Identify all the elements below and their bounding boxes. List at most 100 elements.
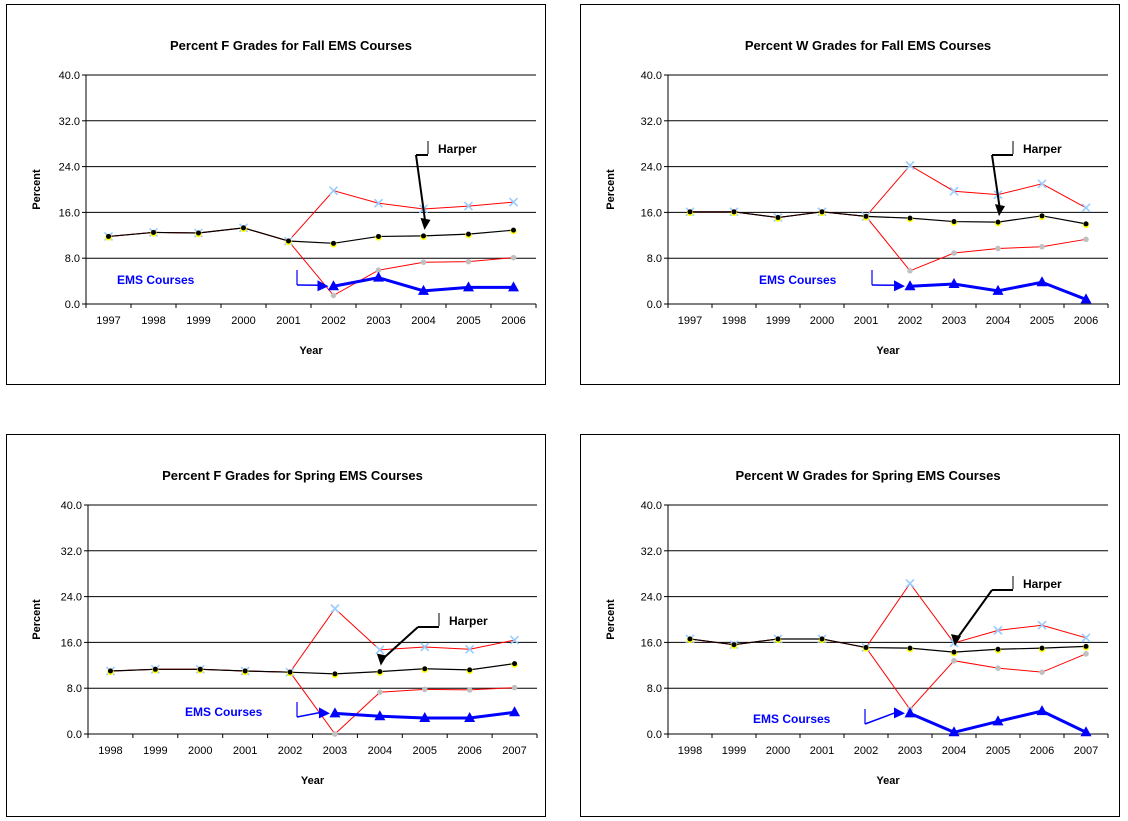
chart-panel-fall-w: Percent W Grades for Fall EMS Courses 0.0… xyxy=(580,4,1120,385)
annotation-label-ems: EMS Courses xyxy=(753,712,831,726)
x-tick-label: 2001 xyxy=(276,315,300,327)
point-harper xyxy=(907,215,913,221)
point-harper xyxy=(951,649,957,655)
point-ems xyxy=(508,281,519,292)
point-lower xyxy=(951,250,957,256)
point-upper xyxy=(508,197,519,207)
point-ems xyxy=(328,280,339,291)
annotation-label-harper: Harper xyxy=(1023,577,1062,591)
point-harper xyxy=(241,225,246,231)
point-harper xyxy=(819,209,825,215)
annotation-label-ems: EMS Courses xyxy=(117,273,195,287)
y-tick-label: 24.0 xyxy=(61,592,82,604)
y-tick-label: 16.0 xyxy=(61,637,82,649)
annotation-label-harper: Harper xyxy=(449,614,488,628)
point-lower xyxy=(951,657,957,664)
point-lower xyxy=(510,254,517,261)
point-harper xyxy=(466,231,471,237)
harper-arrow-head xyxy=(951,634,961,647)
y-tick-label: 40.0 xyxy=(59,70,80,82)
point-ems xyxy=(419,711,431,722)
y-tick-label: 8.0 xyxy=(647,253,662,265)
series-line-lower xyxy=(110,668,515,735)
ems-arrow-head xyxy=(318,707,330,719)
point-upper xyxy=(993,625,1003,635)
point-upper xyxy=(949,186,959,196)
point-lower xyxy=(995,665,1001,671)
point-upper xyxy=(509,635,520,645)
point-upper xyxy=(463,201,474,211)
y-tick-label: 8.0 xyxy=(65,253,80,265)
y-tick-label: 32.0 xyxy=(59,116,80,128)
point-harper xyxy=(1039,213,1045,219)
y-tick-label: 0.0 xyxy=(647,729,662,741)
x-tick-label: 1999 xyxy=(766,315,790,327)
point-lower xyxy=(465,258,472,265)
x-tick-label: 2005 xyxy=(413,745,437,757)
chart-panel-fall-f: Percent F Grades for Fall EMS Courses 0.0… xyxy=(6,4,546,385)
x-axis-title: Year xyxy=(876,775,900,787)
harper-arrow-shaft xyxy=(381,626,419,661)
point-lower xyxy=(421,686,428,693)
y-tick-label: 24.0 xyxy=(641,592,662,604)
point-harper xyxy=(775,636,781,642)
point-lower xyxy=(375,267,382,274)
point-harper xyxy=(512,661,518,667)
point-ems xyxy=(463,281,474,292)
point-harper xyxy=(863,213,869,219)
annotation-label-ems: EMS Courses xyxy=(185,705,263,719)
point-lower xyxy=(1083,651,1089,657)
point-upper xyxy=(905,160,915,171)
harper-arrow-shaft xyxy=(415,154,427,225)
y-tick-label: 32.0 xyxy=(641,546,662,558)
chart-panel-spring-f: Percent F Grades for Spring EMS Courses 0… xyxy=(6,434,546,817)
point-lower xyxy=(1083,236,1089,243)
point-ems xyxy=(464,711,476,722)
annotation-label-harper: Harper xyxy=(438,142,477,156)
x-tick-label: 2007 xyxy=(502,745,526,757)
y-tick-label: 32.0 xyxy=(61,546,82,558)
y-tick-label: 32.0 xyxy=(641,116,662,128)
chart-svg-fall-f: Percent F Grades for Fall EMS Courses 0.0… xyxy=(31,38,537,357)
point-lower xyxy=(466,687,473,693)
point-harper xyxy=(1039,645,1045,651)
x-tick-label: 2000 xyxy=(766,745,790,757)
x-tick-label: 1999 xyxy=(186,315,210,327)
point-harper xyxy=(731,642,737,648)
ems-arrow-head xyxy=(317,280,329,292)
x-tick-label: 2004 xyxy=(368,745,392,757)
point-harper xyxy=(106,233,111,239)
point-harper xyxy=(331,240,336,246)
x-tick-label: 1998 xyxy=(678,745,702,757)
point-lower xyxy=(377,689,383,696)
point-harper xyxy=(951,219,957,225)
x-tick-label: 2006 xyxy=(501,315,525,327)
y-tick-label: 24.0 xyxy=(59,162,80,174)
x-tick-label: 2001 xyxy=(233,745,257,757)
point-harper xyxy=(332,671,338,677)
point-ems xyxy=(1036,276,1048,287)
x-tick-label: 1999 xyxy=(722,745,746,757)
chart-svg-fall-w: Percent W Grades for Fall EMS Courses 0.0… xyxy=(605,38,1109,357)
point-upper xyxy=(1037,620,1047,630)
series-line-lower xyxy=(689,638,1087,711)
x-tick-label: 2002 xyxy=(278,745,302,757)
ems-arrow-head xyxy=(894,280,905,292)
harper-arrow-head xyxy=(420,217,431,230)
series-line-upper xyxy=(690,164,1087,219)
ems-arrow-shaft xyxy=(296,711,322,718)
point-lower xyxy=(420,259,427,266)
point-ems xyxy=(418,284,429,295)
x-tick-label: 2000 xyxy=(188,745,212,757)
point-harper xyxy=(107,668,113,674)
point-harper xyxy=(151,229,156,235)
x-tick-label: 2002 xyxy=(898,315,922,327)
point-harper xyxy=(1083,643,1089,649)
point-harper xyxy=(196,230,201,236)
point-harper xyxy=(152,666,158,672)
point-ems xyxy=(904,280,916,291)
point-harper xyxy=(467,667,473,673)
y-tick-label: 8.0 xyxy=(67,683,82,695)
point-harper xyxy=(775,215,781,221)
y-tick-label: 0.0 xyxy=(65,299,80,311)
